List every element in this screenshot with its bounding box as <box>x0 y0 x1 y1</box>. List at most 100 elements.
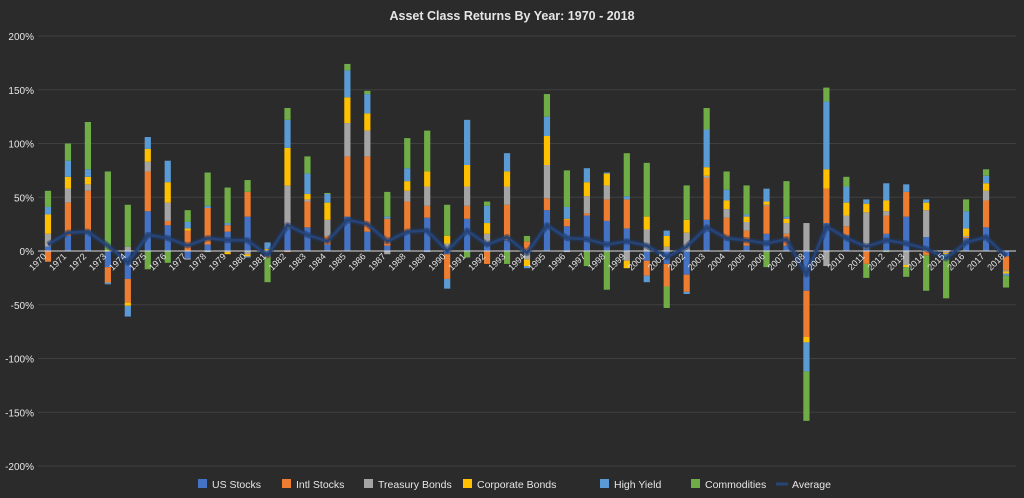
bar-corporate-bonds-2012 <box>883 200 890 212</box>
bar-corporate-bonds-1971 <box>64 176 72 189</box>
bar-us-stocks-1975 <box>144 211 151 251</box>
bar-us-stocks-1983 <box>304 227 311 251</box>
bar-intl-stocks-1998 <box>603 199 610 221</box>
bar-corporate-bonds-1994 <box>523 259 531 267</box>
bar-commodities-1971 <box>64 143 72 161</box>
legend-label: Intl Stocks <box>296 479 344 491</box>
bar-commodities-2009 <box>823 87 830 102</box>
bar-high-yield-1998 <box>603 172 610 174</box>
bar-intl-stocks-2014 <box>923 251 930 256</box>
bar-high-yield-1972 <box>84 169 91 177</box>
bar-high-yield-2001 <box>663 230 670 236</box>
legend-label: Treasury Bonds <box>378 479 452 491</box>
bar-high-yield-2002 <box>683 291 690 294</box>
legend-label: Average <box>792 479 831 491</box>
bar-us-stocks-1970 <box>44 246 52 251</box>
bar-intl-stocks-1975 <box>144 171 151 212</box>
bar-treasury-bonds-1984 <box>324 219 331 236</box>
bar-us-stocks-1993 <box>503 240 511 251</box>
legend-swatch <box>691 479 700 488</box>
bar-treasury-bonds-2006 <box>763 204 770 206</box>
bar-treasury-bonds-2005 <box>743 221 750 231</box>
bar-intl-stocks-1990 <box>444 254 451 279</box>
bar-commodities-2011 <box>863 263 870 278</box>
legend-swatch <box>463 479 472 488</box>
bar-us-stocks-2010 <box>843 234 850 252</box>
bar-us-stocks-1986 <box>364 231 371 251</box>
bar-commodities-1978 <box>204 172 211 206</box>
bar-high-yield-2018 <box>1002 273 1010 276</box>
bar-high-yield-1981 <box>264 242 271 249</box>
bar-treasury-bonds-2015 <box>943 252 950 254</box>
bar-high-yield-1975 <box>144 137 151 149</box>
legend-item-commodities: Commodities <box>691 479 766 491</box>
bar-treasury-bonds-2009 <box>823 251 830 267</box>
bar-corporate-bonds-1976 <box>164 182 171 203</box>
bar-intl-stocks-2000 <box>643 260 650 276</box>
bar-corporate-bonds-1995 <box>543 135 551 165</box>
bar-corporate-bonds-1999 <box>623 260 630 269</box>
bar-intl-stocks-2018 <box>1002 256 1010 271</box>
bar-treasury-bonds-1997 <box>583 196 590 214</box>
average-series-line <box>47 218 1007 276</box>
bar-treasury-bonds-1991 <box>464 186 471 206</box>
bar-us-stocks-2013 <box>903 216 910 251</box>
bar-intl-stocks-2008 <box>803 290 810 337</box>
bar-commodities-1979 <box>224 187 231 224</box>
legend-swatch <box>600 479 609 488</box>
bar-commodities-1992 <box>483 201 491 206</box>
bar-high-yield-2014 <box>923 199 930 203</box>
bar-high-yield-1985 <box>344 70 351 98</box>
bar-corporate-bonds-1989 <box>424 171 431 187</box>
bar-us-stocks-2005 <box>743 245 750 252</box>
bar-corporate-bonds-2007 <box>783 218 790 224</box>
bar-intl-stocks-1985 <box>344 156 351 217</box>
legend-item-intl-stocks: Intl Stocks <box>282 479 344 491</box>
bar-intl-stocks-2003 <box>703 177 710 220</box>
bar-treasury-bonds-2003 <box>703 175 710 178</box>
bar-treasury-bonds-1972 <box>84 184 91 191</box>
bar-commodities-1996 <box>563 170 571 207</box>
bar-intl-stocks-1992 <box>483 251 491 264</box>
bar-commodities-2010 <box>843 176 850 187</box>
bar-us-stocks-1978 <box>204 244 211 251</box>
bar-high-yield-2000 <box>643 275 650 283</box>
bar-high-yield-1974 <box>124 305 131 317</box>
bar-high-yield-2006 <box>763 188 770 202</box>
bar-high-yield-1982 <box>284 119 291 148</box>
bar-us-stocks-2015 <box>943 249 950 251</box>
bar-us-stocks-2003 <box>703 219 710 251</box>
bar-corporate-bonds-1974 <box>124 302 131 306</box>
bar-treasury-bonds-1971 <box>64 188 72 203</box>
legend-swatch <box>198 479 207 488</box>
legend-item-corporate-bonds: Corporate Bonds <box>463 479 556 491</box>
bar-intl-stocks-1972 <box>84 190 91 231</box>
bar-commodities-2005 <box>743 185 750 215</box>
bar-corporate-bonds-1973 <box>104 249 111 251</box>
bar-high-yield-1977 <box>184 221 191 229</box>
bar-treasury-bonds-1978 <box>204 251 211 253</box>
legend-label: High Yield <box>614 479 661 491</box>
bar-corporate-bonds-1997 <box>583 182 590 197</box>
bar-intl-stocks-1977 <box>184 230 191 251</box>
bar-us-stocks-1972 <box>84 230 91 251</box>
bar-corporate-bonds-1998 <box>603 173 610 186</box>
bar-us-stocks-1971 <box>64 235 72 251</box>
bar-commodities-1989 <box>424 130 431 172</box>
bar-us-stocks-2002 <box>683 251 690 275</box>
bar-intl-stocks-1991 <box>464 205 471 219</box>
bar-intl-stocks-1982 <box>284 251 291 253</box>
bar-intl-stocks-1970 <box>44 251 52 262</box>
bar-treasury-bonds-2001 <box>663 246 670 251</box>
bar-intl-stocks-2004 <box>723 217 730 240</box>
bar-corporate-bonds-1981 <box>264 248 271 250</box>
bar-us-stocks-1973 <box>104 251 111 268</box>
bar-high-yield-1994 <box>523 266 531 269</box>
bar-treasury-bonds-2014 <box>923 210 930 238</box>
bar-intl-stocks-1971 <box>64 202 72 236</box>
bar-high-yield-1984 <box>324 194 331 203</box>
y-tick-label: 100% <box>8 140 34 151</box>
bar-commodities-1987 <box>384 191 391 217</box>
bar-intl-stocks-1973 <box>104 267 111 283</box>
legend-swatch <box>364 479 373 488</box>
